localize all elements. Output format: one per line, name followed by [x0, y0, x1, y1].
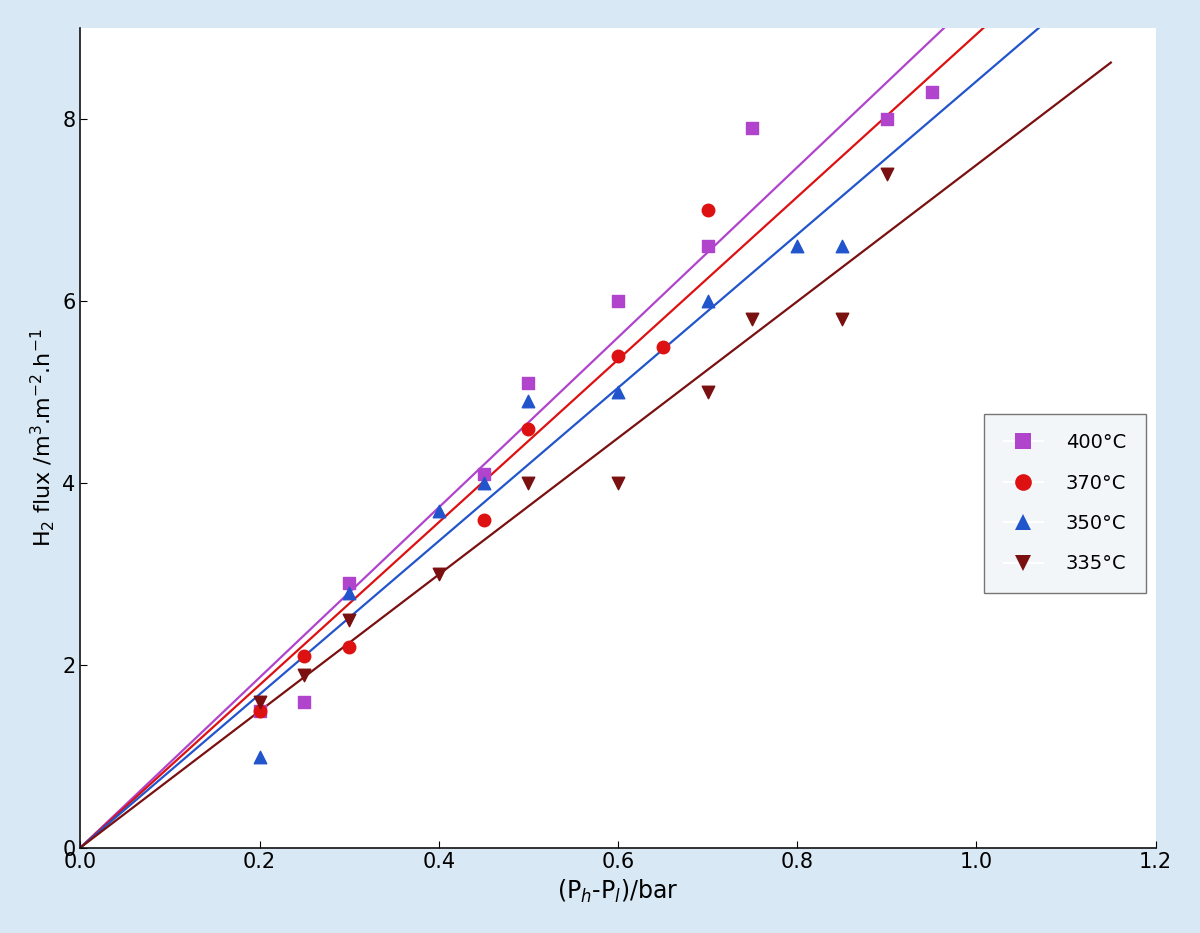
Point: [430, 567, 449, 582]
Point: [653, 339, 672, 354]
Point: [608, 294, 628, 309]
Point: [474, 512, 493, 527]
Point: [250, 703, 269, 718]
Point: [250, 749, 269, 764]
Point: [340, 640, 359, 655]
Point: [833, 312, 852, 327]
X-axis label: (P$_h$-P$_l$)/bar: (P$_h$-P$_l$)/bar: [557, 878, 679, 905]
Point: [430, 503, 449, 518]
Point: [474, 476, 493, 491]
Point: [250, 703, 269, 718]
Point: [877, 166, 896, 181]
Point: [698, 294, 718, 309]
Point: [698, 239, 718, 254]
Point: [295, 648, 314, 663]
Point: [608, 348, 628, 363]
Point: [743, 120, 762, 135]
Point: [833, 239, 852, 254]
Point: [340, 576, 359, 591]
Point: [518, 376, 538, 391]
Point: [518, 476, 538, 491]
Point: [295, 667, 314, 682]
Point: [698, 384, 718, 399]
Point: [518, 394, 538, 409]
Point: [608, 476, 628, 491]
Y-axis label: H$_2$ flux /m$^3$.m$^{-2}$.h$^{-1}$: H$_2$ flux /m$^3$.m$^{-2}$.h$^{-1}$: [28, 328, 56, 547]
Point: [474, 466, 493, 481]
Legend: 400°C, 370°C, 350°C, 335°C: 400°C, 370°C, 350°C, 335°C: [984, 413, 1146, 592]
Point: [518, 421, 538, 436]
Point: [922, 84, 941, 99]
Point: [698, 202, 718, 217]
Point: [608, 384, 628, 399]
Point: [295, 694, 314, 709]
Point: [877, 111, 896, 126]
Point: [340, 585, 359, 600]
Point: [743, 312, 762, 327]
Point: [250, 694, 269, 709]
Point: [787, 239, 806, 254]
Point: [340, 612, 359, 627]
